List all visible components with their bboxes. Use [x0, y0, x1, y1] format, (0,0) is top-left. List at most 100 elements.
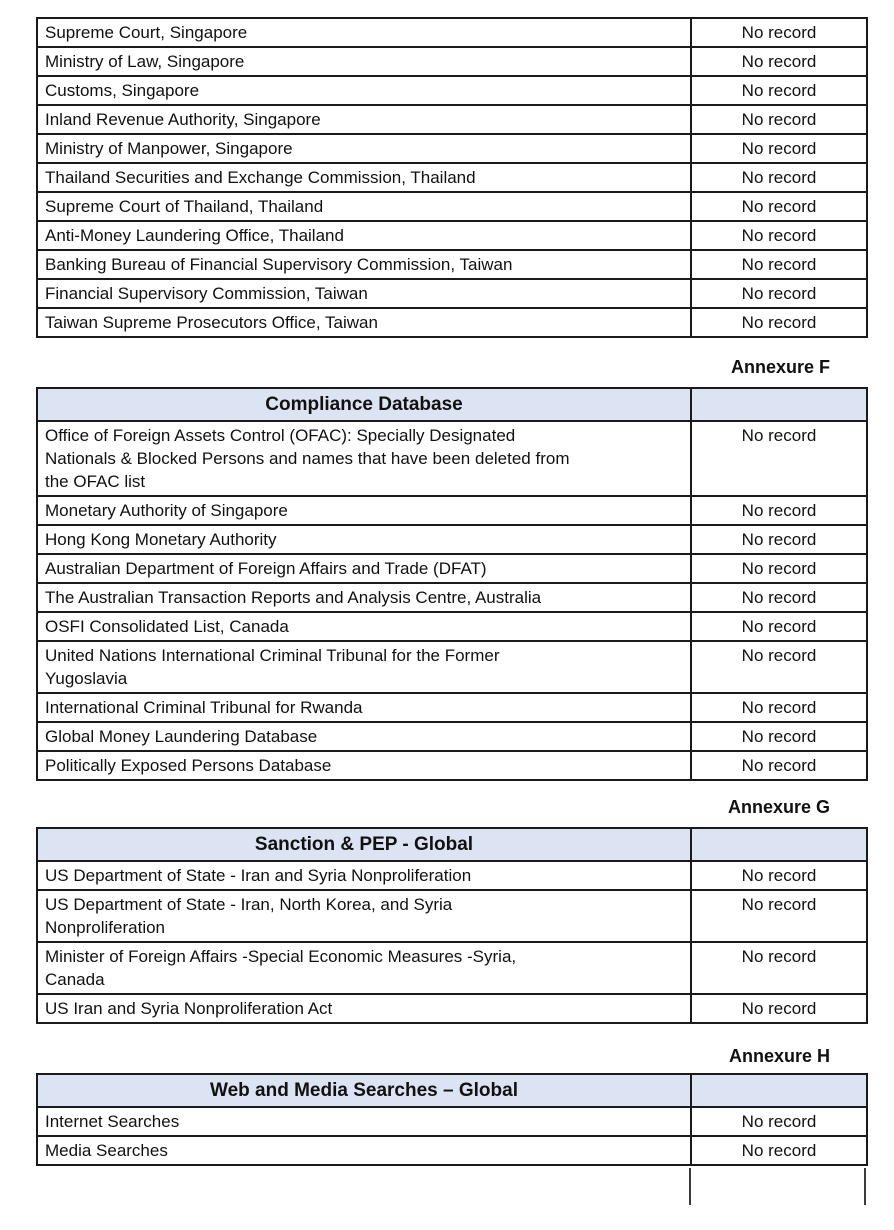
table-row: Supreme Court of Thailand, Thailand No r…	[36, 191, 868, 222]
table-row: Internet Searches No record	[36, 1106, 868, 1137]
source-cell: OSFI Consolidated List, Canada	[36, 611, 692, 642]
table-row: Hong Kong Monetary Authority No record	[36, 524, 868, 555]
source-cell: Thailand Securities and Exchange Commiss…	[36, 162, 692, 193]
table-row: Ministry of Manpower, Singapore No recor…	[36, 133, 868, 164]
result-cell: No record	[690, 582, 868, 613]
result-cell: No record	[690, 553, 868, 584]
table-row: Monetary Authority of Singapore No recor…	[36, 495, 868, 526]
source-cell: Financial Supervisory Commission, Taiwan	[36, 278, 692, 309]
table-title-row: Web and Media Searches – Global	[36, 1073, 868, 1108]
source-cell: Australian Department of Foreign Affairs…	[36, 553, 692, 584]
source-cell: Supreme Court, Singapore	[36, 17, 692, 48]
source-cell: Taiwan Supreme Prosecutors Office, Taiwa…	[36, 307, 692, 338]
table-row: Thailand Securities and Exchange Commiss…	[36, 162, 868, 193]
result-cell: No record	[690, 750, 868, 781]
table-row: Customs, Singapore No record	[36, 75, 868, 106]
result-cell: No record	[690, 611, 868, 642]
result-cell: No record	[690, 692, 868, 723]
source-cell: Customs, Singapore	[36, 75, 692, 106]
source-cell: Ministry of Manpower, Singapore	[36, 133, 692, 164]
table-title: Sanction & PEP - Global	[36, 827, 692, 862]
result-cell: No record	[690, 524, 868, 555]
source-cell: International Criminal Tribunal for Rwan…	[36, 692, 692, 723]
table-row: Minister of Foreign Affairs -Special Eco…	[36, 941, 868, 995]
source-cell: Supreme Court of Thailand, Thailand	[36, 191, 692, 222]
result-cell: No record	[690, 191, 868, 222]
table-title-spacer	[690, 387, 868, 422]
result-cell: No record	[690, 860, 868, 891]
table-title: Compliance Database	[36, 387, 692, 422]
source-cell: Internet Searches	[36, 1106, 692, 1137]
table-row: Global Money Laundering Database No reco…	[36, 721, 868, 752]
source-cell: Anti-Money Laundering Office, Thailand	[36, 220, 692, 251]
table-row: Office of Foreign Assets Control (OFAC):…	[36, 420, 868, 497]
table-row: Banking Bureau of Financial Supervisory …	[36, 249, 868, 280]
sanction-pep-global-table: Sanction & PEP - Global US Department of…	[36, 827, 868, 1024]
result-cell: No record	[690, 993, 868, 1024]
table-row: US Iran and Syria Nonproliferation Act N…	[36, 993, 868, 1024]
result-cell: No record	[690, 1106, 868, 1137]
source-cell: Ministry of Law, Singapore	[36, 46, 692, 77]
result-cell: No record	[690, 104, 868, 135]
table-row: US Department of State - Iran and Syria …	[36, 860, 868, 891]
result-cell: No record	[690, 640, 868, 694]
annexure-f-label: Annexure F	[730, 357, 830, 377]
source-cell: United Nations International Criminal Tr…	[36, 640, 692, 694]
result-cell: No record	[690, 420, 868, 497]
table-row: Anti-Money Laundering Office, Thailand N…	[36, 220, 868, 251]
web-media-searches-table: Web and Media Searches – Global Internet…	[36, 1073, 868, 1166]
source-cell: The Australian Transaction Reports and A…	[36, 582, 692, 613]
table-title-row: Sanction & PEP - Global	[36, 827, 868, 862]
table-row: Taiwan Supreme Prosecutors Office, Taiwa…	[36, 307, 868, 338]
result-cell: No record	[690, 889, 868, 943]
annexure-h-label: Annexure H	[728, 1046, 830, 1066]
table-row: Supreme Court, Singapore No record	[36, 17, 868, 48]
result-cell: No record	[690, 75, 868, 106]
page-content: Supreme Court, Singapore No record Minis…	[36, 0, 868, 1230]
result-cell: No record	[690, 1135, 868, 1166]
table-row: Politically Exposed Persons Database No …	[36, 750, 868, 781]
source-cell: Monetary Authority of Singapore	[36, 495, 692, 526]
result-cell: No record	[690, 721, 868, 752]
table-title: Web and Media Searches – Global	[36, 1073, 692, 1108]
column-divider-fragment	[689, 1168, 691, 1205]
source-cell: US Department of State - Iran and Syria …	[36, 860, 692, 891]
result-cell: No record	[690, 162, 868, 193]
result-cell: No record	[690, 307, 868, 338]
source-cell: Inland Revenue Authority, Singapore	[36, 104, 692, 135]
result-cell: No record	[690, 941, 868, 995]
source-cell: US Department of State - Iran, North Kor…	[36, 889, 692, 943]
sources-table-continued: Supreme Court, Singapore No record Minis…	[36, 17, 868, 338]
result-cell: No record	[690, 46, 868, 77]
result-cell: No record	[690, 495, 868, 526]
table-row: Inland Revenue Authority, Singapore No r…	[36, 104, 868, 135]
table-row: United Nations International Criminal Tr…	[36, 640, 868, 694]
result-cell: No record	[690, 278, 868, 309]
table-title-spacer	[690, 827, 868, 862]
source-cell: Banking Bureau of Financial Supervisory …	[36, 249, 692, 280]
source-cell: Media Searches	[36, 1135, 692, 1166]
table-row: Australian Department of Foreign Affairs…	[36, 553, 868, 584]
table-title-spacer	[690, 1073, 868, 1108]
source-cell: Politically Exposed Persons Database	[36, 750, 692, 781]
annexure-g-label: Annexure G	[727, 797, 830, 817]
result-cell: No record	[690, 220, 868, 251]
result-cell: No record	[690, 17, 868, 48]
table-row: US Department of State - Iran, North Kor…	[36, 889, 868, 943]
table-row: The Australian Transaction Reports and A…	[36, 582, 868, 613]
source-cell: Minister of Foreign Affairs -Special Eco…	[36, 941, 692, 995]
source-cell: Hong Kong Monetary Authority	[36, 524, 692, 555]
table-title-row: Compliance Database	[36, 387, 868, 422]
result-cell: No record	[690, 249, 868, 280]
table-row: Ministry of Law, Singapore No record	[36, 46, 868, 77]
source-cell: US Iran and Syria Nonproliferation Act	[36, 993, 692, 1024]
table-row: Media Searches No record	[36, 1135, 868, 1166]
source-cell: Global Money Laundering Database	[36, 721, 692, 752]
result-cell: No record	[690, 133, 868, 164]
table-row: International Criminal Tribunal for Rwan…	[36, 692, 868, 723]
table-row: Financial Supervisory Commission, Taiwan…	[36, 278, 868, 309]
source-cell: Office of Foreign Assets Control (OFAC):…	[36, 420, 692, 497]
compliance-database-table: Compliance Database Office of Foreign As…	[36, 387, 868, 781]
table-right-border-fragment	[864, 1168, 866, 1205]
